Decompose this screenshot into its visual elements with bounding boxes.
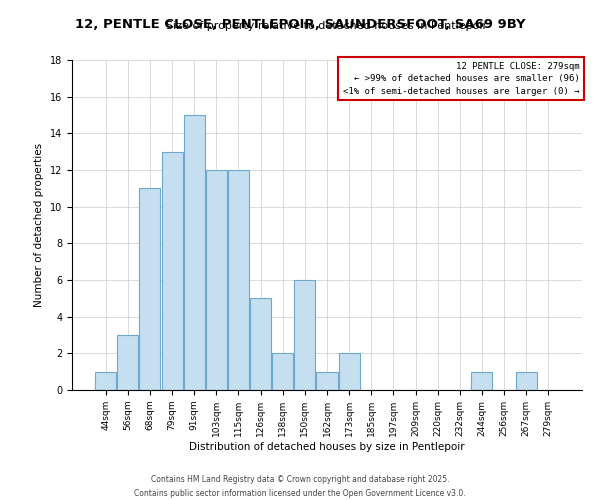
Bar: [206, 170, 227, 390]
Bar: [139, 188, 160, 390]
Bar: [184, 115, 205, 390]
Bar: [316, 372, 338, 390]
Bar: [228, 170, 249, 390]
Bar: [250, 298, 271, 390]
Text: Contains HM Land Registry data © Crown copyright and database right 2025.
Contai: Contains HM Land Registry data © Crown c…: [134, 476, 466, 498]
Bar: [472, 372, 493, 390]
Text: 12, PENTLE CLOSE, PENTLEPOIR, SAUNDERSFOOT, SA69 9BY: 12, PENTLE CLOSE, PENTLEPOIR, SAUNDERSFO…: [74, 18, 526, 30]
Bar: [272, 354, 293, 390]
Y-axis label: Number of detached properties: Number of detached properties: [34, 143, 44, 307]
Bar: [338, 354, 359, 390]
Bar: [161, 152, 182, 390]
Title: Size of property relative to detached houses in Pentlepoir: Size of property relative to detached ho…: [166, 22, 488, 32]
Bar: [95, 372, 116, 390]
Bar: [118, 335, 139, 390]
Text: 12 PENTLE CLOSE: 279sqm
← >99% of detached houses are smaller (96)
<1% of semi-d: 12 PENTLE CLOSE: 279sqm ← >99% of detach…: [343, 62, 580, 96]
Bar: [515, 372, 536, 390]
X-axis label: Distribution of detached houses by size in Pentlepoir: Distribution of detached houses by size …: [189, 442, 465, 452]
Bar: [295, 280, 316, 390]
